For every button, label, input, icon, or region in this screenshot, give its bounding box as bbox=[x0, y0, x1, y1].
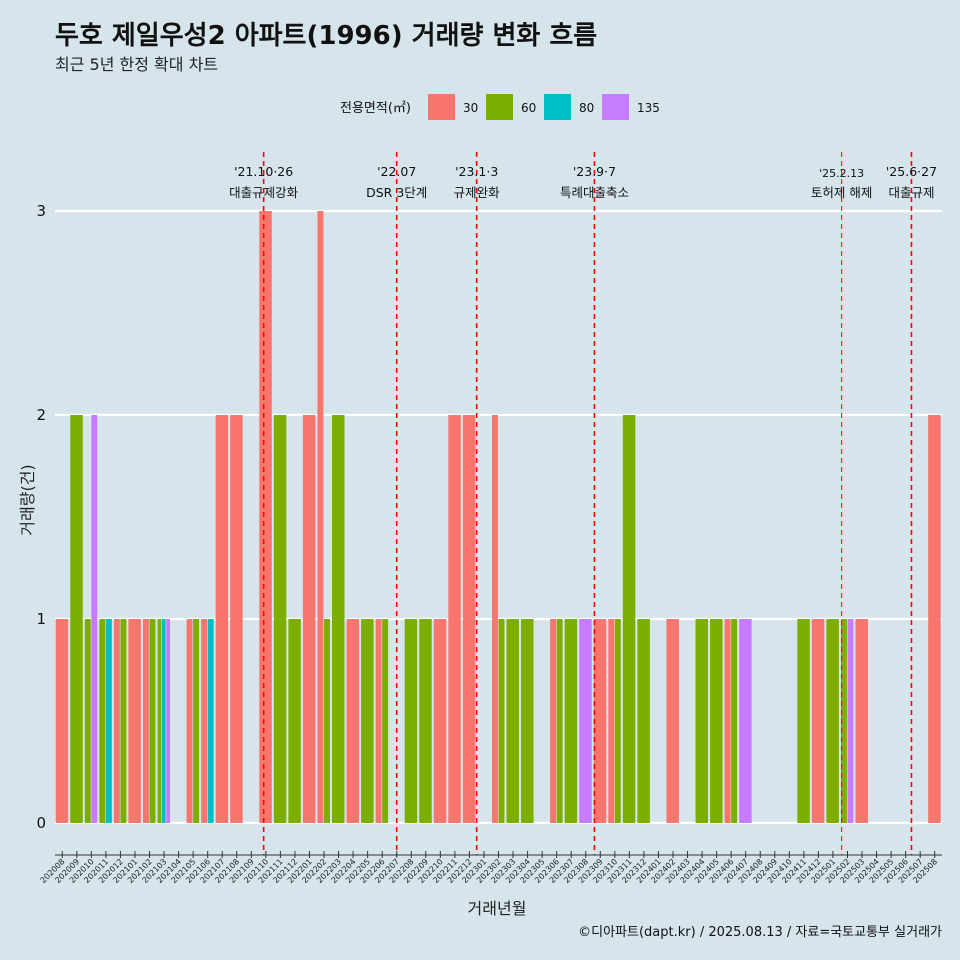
annotation-date: '25.6·27 bbox=[886, 164, 937, 179]
legend: 전용면적(㎡) 30 60 80 135 bbox=[340, 94, 660, 120]
bar-202508-30 bbox=[928, 415, 941, 823]
y-tick-label: 3 bbox=[36, 202, 46, 220]
bar-202405-60 bbox=[710, 619, 723, 823]
bar-202202-30 bbox=[317, 211, 324, 823]
legend-label-80: 80 bbox=[579, 101, 594, 115]
bar-202311-60 bbox=[622, 415, 636, 823]
bar-202011-60 bbox=[99, 619, 106, 823]
chart-title: 두호 제일우성2 아파트(1996) 거래량 변화 흐름 bbox=[55, 21, 597, 51]
bar-202402-30 bbox=[666, 619, 679, 823]
bar-202306-60 bbox=[556, 619, 563, 823]
bar-202112-60 bbox=[288, 619, 301, 823]
bar-202308-135 bbox=[579, 619, 592, 823]
bar-202406-60 bbox=[731, 619, 738, 823]
bar-202203-60 bbox=[332, 415, 345, 823]
annotation-label: 특례대출축소 bbox=[560, 185, 629, 200]
bar-202201-30 bbox=[302, 415, 316, 823]
bar-202102-60 bbox=[149, 619, 156, 823]
legend-label-135: 135 bbox=[637, 101, 660, 115]
bar-202302-60 bbox=[498, 619, 505, 823]
x-axis: 2020082020092020102020112020122021012021… bbox=[39, 851, 942, 885]
x-axis-label: 거래년월 bbox=[468, 899, 527, 918]
bar-202406-30 bbox=[724, 619, 731, 823]
legend-swatch-135 bbox=[602, 94, 629, 120]
bar-202307-60 bbox=[564, 619, 578, 823]
bar-202407-135 bbox=[739, 619, 752, 823]
annotation-date: '23.9·7 bbox=[573, 164, 616, 179]
bar-202312-60 bbox=[637, 619, 650, 823]
bar-202103-135 bbox=[166, 619, 171, 823]
bar-202011-80 bbox=[105, 619, 112, 823]
event-lines: '21.10·26 대출규제강화 '22.07 DSR 3단계 '23.1·3 규제완화 '… bbox=[229, 152, 937, 855]
bar-202502-60 bbox=[840, 619, 847, 823]
y-tick-label: 0 bbox=[36, 814, 46, 832]
annotation-date: '25.2.13 bbox=[819, 167, 864, 180]
bar-202008-30 bbox=[55, 619, 69, 823]
bar-202211-30 bbox=[448, 415, 461, 823]
bar-202012-30 bbox=[113, 619, 120, 823]
bar-202412-30 bbox=[811, 619, 825, 823]
bar-202206-60 bbox=[382, 619, 389, 823]
bar-202309-30 bbox=[593, 619, 607, 823]
annotation-date: '22.07 bbox=[377, 164, 416, 179]
legend-swatch-30 bbox=[428, 94, 455, 120]
bar-202111-60 bbox=[273, 415, 287, 823]
y-tick-label: 1 bbox=[36, 610, 46, 628]
bar-202102-30 bbox=[142, 619, 149, 823]
bar-202010-60 bbox=[84, 619, 91, 823]
bar-202304-60 bbox=[521, 619, 534, 823]
bar-202303-60 bbox=[506, 619, 519, 823]
bar-202503-30 bbox=[855, 619, 868, 823]
bar-202009-60 bbox=[70, 415, 83, 823]
legend-title: 전용면적(㎡) bbox=[340, 101, 411, 116]
bar-202012-60 bbox=[120, 619, 127, 823]
bar-202205-60 bbox=[361, 619, 374, 823]
bar-202202-60 bbox=[324, 619, 330, 823]
bar-202106-30 bbox=[201, 619, 208, 823]
legend-swatch-60 bbox=[486, 94, 513, 120]
bar-202302-30 bbox=[491, 415, 498, 823]
chart-subtitle: 최근 5년 한정 확대 차트 bbox=[55, 55, 218, 74]
bar-202208-60 bbox=[404, 619, 418, 823]
bars bbox=[55, 211, 941, 823]
annotation-date: '21.10·26 bbox=[234, 164, 293, 179]
bar-202106-80 bbox=[207, 619, 214, 823]
annotation-date: '23.1·3 bbox=[455, 164, 498, 179]
bar-202210-30 bbox=[433, 619, 447, 823]
y-axis: 0 1 2 3 bbox=[36, 202, 46, 832]
bar-202310-30 bbox=[608, 619, 615, 823]
bar-202107-30 bbox=[215, 415, 229, 823]
bar-202110-30 bbox=[259, 211, 272, 823]
bar-202101-30 bbox=[128, 619, 141, 823]
caption: ©디아파트(dapt.kr) / 2025.08.13 / 자료=국토교통부 실… bbox=[578, 925, 942, 940]
bar-202501-60 bbox=[826, 619, 839, 823]
bar-202209-60 bbox=[419, 619, 432, 823]
bar-202411-60 bbox=[797, 619, 810, 823]
bar-202306-30 bbox=[550, 619, 557, 823]
bar-202010-135 bbox=[91, 415, 98, 823]
annotation-label: 대출규제 bbox=[888, 185, 934, 200]
bar-202212-30 bbox=[462, 415, 476, 823]
bar-202103-80 bbox=[161, 619, 166, 823]
bar-202108-30 bbox=[230, 415, 243, 823]
bar-202105-30 bbox=[186, 619, 193, 823]
annotation-label: 토허제 해제 bbox=[811, 185, 872, 200]
annotation-label: 규제완화 bbox=[454, 185, 501, 200]
bar-202206-30 bbox=[375, 619, 382, 823]
legend-swatch-80 bbox=[544, 94, 571, 120]
annotation-label: DSR 3단계 bbox=[366, 185, 427, 200]
legend-label-60: 60 bbox=[521, 101, 536, 115]
legend-label-30: 30 bbox=[463, 101, 478, 115]
bar-202105-60 bbox=[193, 619, 200, 823]
bar-202310-60 bbox=[614, 619, 621, 823]
bar-202404-60 bbox=[695, 619, 709, 823]
bar-202502-135 bbox=[847, 619, 854, 823]
y-tick-label: 2 bbox=[36, 406, 46, 424]
bar-202204-30 bbox=[346, 619, 360, 823]
annotation-label: 대출규제강화 bbox=[229, 185, 299, 200]
y-axis-label: 거래량(건) bbox=[18, 464, 37, 535]
bar-202103-60 bbox=[157, 619, 162, 823]
